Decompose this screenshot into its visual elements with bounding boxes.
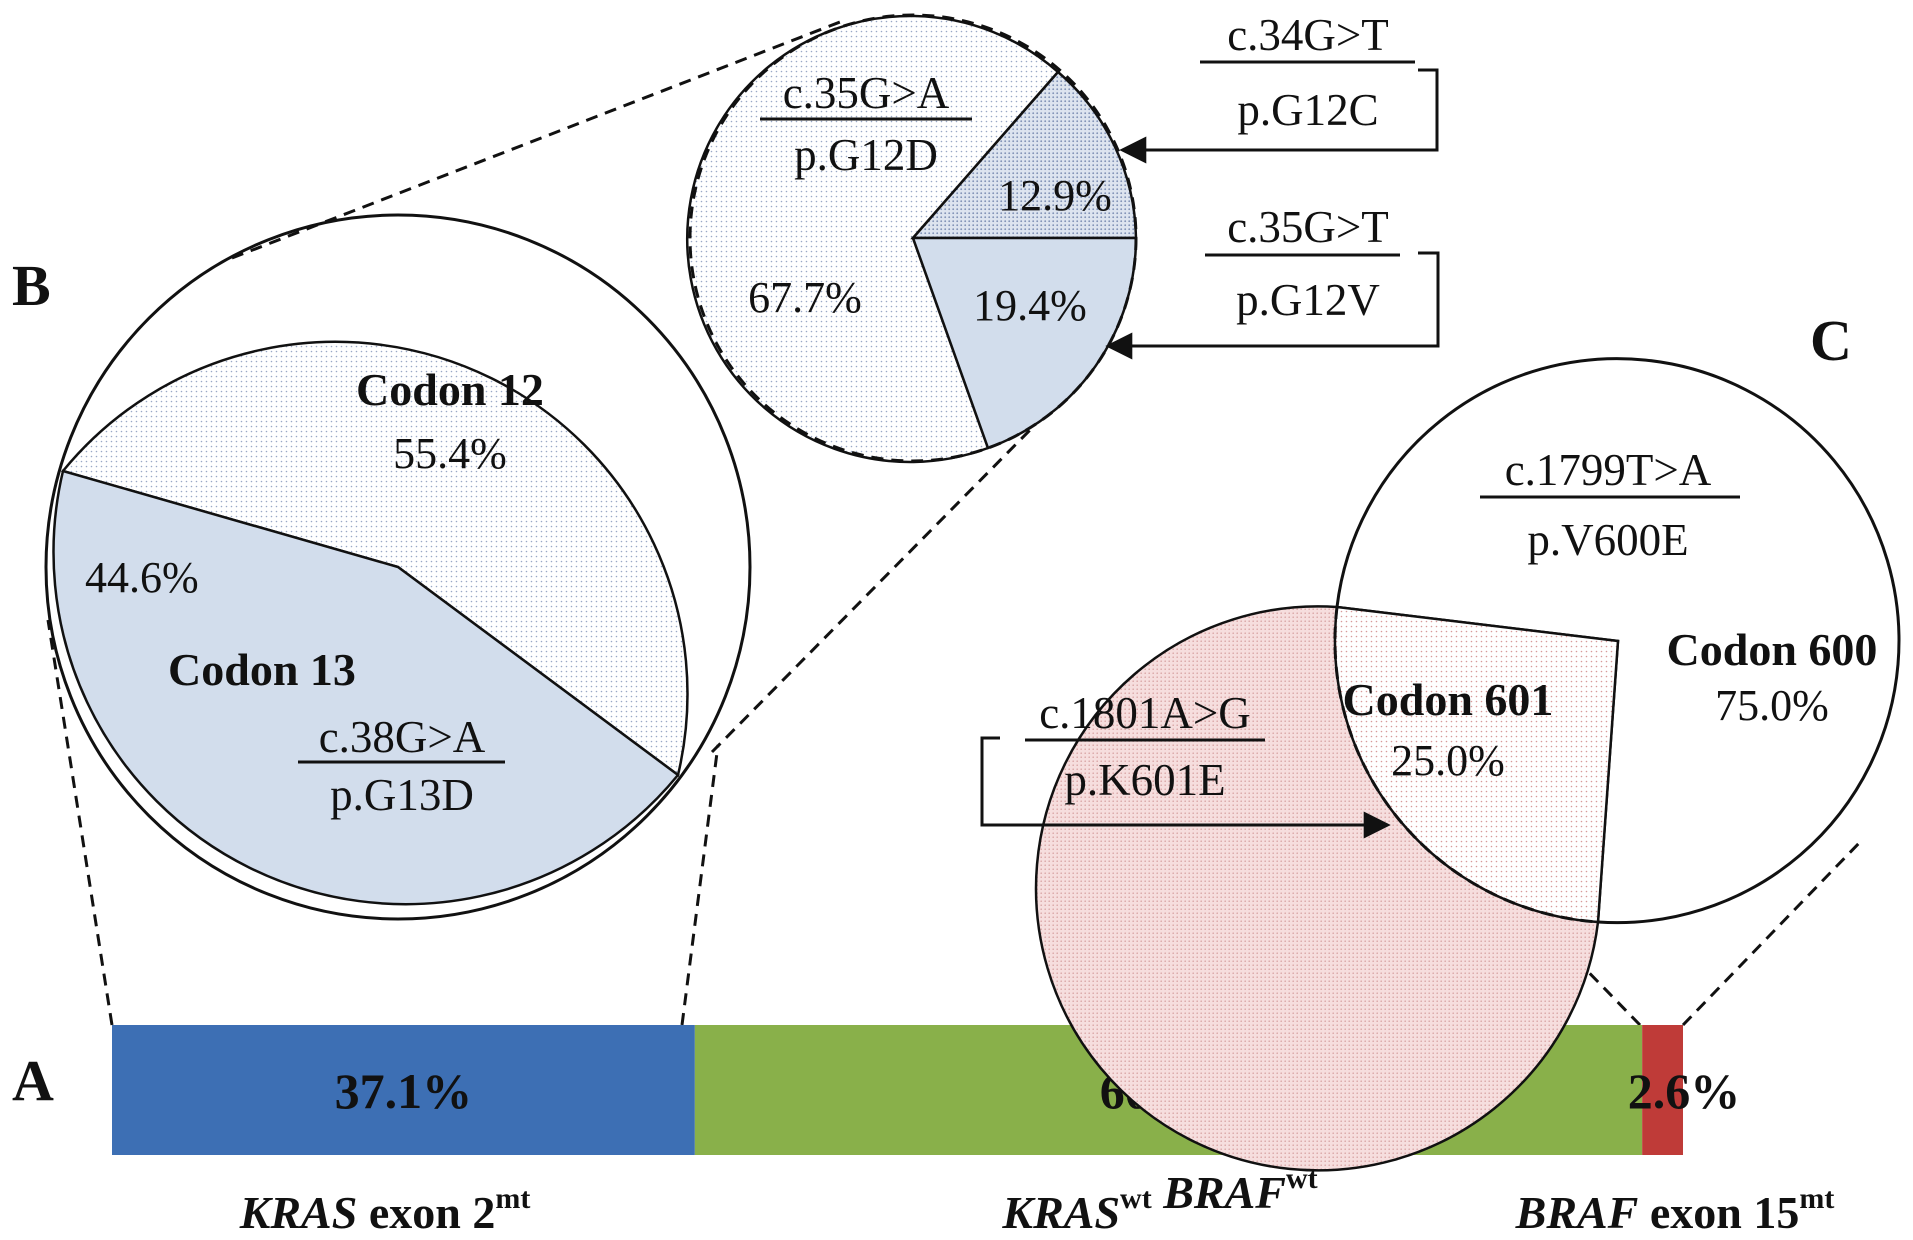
pie-slice-codon-12 bbox=[60, 340, 689, 778]
bar-value-label-1: 37.1% bbox=[335, 1063, 473, 1119]
bar-segment-1 bbox=[112, 1025, 695, 1155]
label-codon-601: Codon 601 bbox=[1343, 674, 1554, 725]
mutation-c1799: c.1799T>A bbox=[1505, 445, 1712, 495]
braf-codon-pie-chart: c.1799T>A p.V600E Codon 600 75.0% Codon … bbox=[1034, 357, 1901, 1172]
callout-arrow-g12v bbox=[1105, 251, 1440, 360]
label-codon-12: Codon 12 bbox=[356, 364, 544, 415]
panel-label-b: B bbox=[12, 253, 51, 318]
value-codon-12: 55.4% bbox=[393, 429, 507, 478]
mutation-c35gt: c.35G>T bbox=[1227, 202, 1389, 252]
pie-c-outline-solid bbox=[1335, 357, 1901, 925]
bar-category-label-3: BRAF exon 15mt bbox=[1515, 1182, 1835, 1238]
codon-pie-chart: Codon 12 55.4% 44.6% Codon 13 c.38G>A p.… bbox=[44, 213, 752, 921]
pie-b-outline-solid bbox=[44, 213, 752, 921]
mutation-c38: c.38G>A bbox=[319, 712, 486, 762]
panel-label-a: A bbox=[12, 1048, 54, 1113]
bar-value-label-3: 2.6% bbox=[1628, 1063, 1741, 1119]
mutation-c34gt: c.34G>T bbox=[1227, 10, 1389, 60]
connector-c-right bbox=[1681, 838, 1864, 1027]
mutation-c35ga: c.35G>A bbox=[783, 68, 950, 118]
connector-b-right bbox=[680, 744, 720, 1026]
bar-segment-3 bbox=[1642, 1025, 1683, 1155]
protein-k601e: p.K601E bbox=[1064, 755, 1225, 805]
connector-detail-left bbox=[231, 20, 841, 260]
value-codon-601: 25.0% bbox=[1391, 736, 1505, 785]
callout-k601e: c.1801A>G p.K601E bbox=[980, 688, 1391, 839]
pie-c-outline-dashed bbox=[1333, 606, 1599, 924]
connector-detail-right bbox=[710, 428, 1032, 754]
value-g12v: 19.4% bbox=[973, 281, 1087, 330]
codon12-detail-pie-chart: c.35G>A p.G12D 12.9% 67.7% 19.4% bbox=[686, 13, 1138, 464]
callout-arrow-k601e bbox=[980, 736, 1391, 839]
connector-b-left bbox=[46, 619, 114, 1026]
zoom-connector-lines bbox=[46, 20, 1864, 1027]
callout-g12c: c.34G>T p.G12C bbox=[1119, 10, 1439, 164]
bar-category-label-2: KRASwt BRAFwt bbox=[1001, 1162, 1317, 1238]
bar-category-label-1: KRAS exon 2mt bbox=[239, 1182, 531, 1238]
protein-g12v: p.G12V bbox=[1236, 275, 1380, 325]
pie-detail-outline bbox=[688, 13, 1138, 463]
value-g12c: 12.9% bbox=[998, 171, 1112, 220]
value-codon-13: 44.6% bbox=[85, 553, 199, 602]
protein-g12c: p.G12C bbox=[1237, 85, 1378, 135]
value-codon-600: 75.0% bbox=[1715, 681, 1829, 730]
callout-arrow-g12c bbox=[1119, 68, 1439, 164]
pie-slice-codon-13 bbox=[52, 469, 680, 906]
label-codon-600: Codon 600 bbox=[1667, 624, 1878, 675]
protein-v600e: p.V600E bbox=[1527, 515, 1688, 565]
value-g12d: 67.7% bbox=[748, 273, 862, 322]
mutation-c1801: c.1801A>G bbox=[1039, 688, 1251, 738]
protein-g12d: p.G12D bbox=[794, 130, 938, 180]
label-codon-13: Codon 13 bbox=[168, 644, 356, 695]
protein-g13d: p.G13D bbox=[330, 770, 474, 820]
callout-g12v: c.35G>T p.G12V bbox=[1105, 202, 1440, 360]
panel-label-c: C bbox=[1810, 308, 1852, 373]
